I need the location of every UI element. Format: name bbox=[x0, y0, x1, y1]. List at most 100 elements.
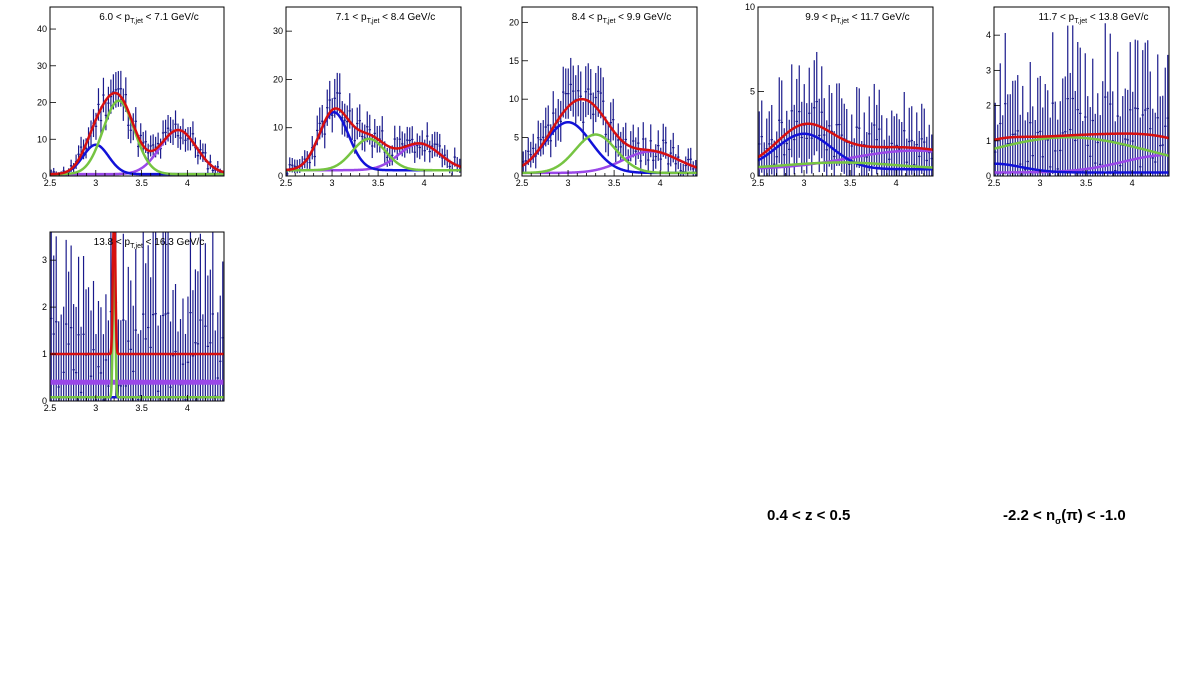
panel-4: 2.5 3 3.5 4 0 5 10 9.9 < pT,jet < 11.7 GeV/c bbox=[745, 2, 934, 188]
axes-frame bbox=[285, 6, 462, 177]
plot-area bbox=[50, 232, 224, 401]
data-point bbox=[1079, 47, 1082, 176]
data-point bbox=[356, 107, 359, 140]
y-tick-label: 30 bbox=[37, 61, 47, 71]
total-fit-curve bbox=[50, 91, 224, 176]
purple-component-curve bbox=[994, 153, 1169, 174]
data-point bbox=[186, 127, 190, 151]
blue-component-curve bbox=[994, 162, 1169, 174]
x-tick-label: 3 bbox=[330, 178, 335, 188]
green-component-curve bbox=[286, 137, 461, 172]
data-point bbox=[1066, 25, 1069, 172]
x-tick-label: 4 bbox=[422, 178, 427, 188]
data-point bbox=[199, 233, 202, 401]
data-point bbox=[880, 115, 883, 176]
data-point bbox=[682, 164, 685, 176]
data-point bbox=[174, 110, 177, 139]
x-tick-label: 3.5 bbox=[844, 178, 857, 188]
x-tick-label: 2.5 bbox=[280, 178, 293, 188]
data-point bbox=[69, 245, 73, 401]
total-fit-curve bbox=[994, 132, 1169, 142]
data-point bbox=[169, 321, 172, 401]
plot-area bbox=[994, 23, 1169, 176]
data-point bbox=[589, 69, 592, 120]
data-point bbox=[1081, 120, 1084, 176]
data-points bbox=[50, 70, 224, 176]
data-point bbox=[142, 232, 145, 401]
data-point bbox=[1109, 33, 1112, 175]
data-point bbox=[159, 315, 162, 401]
y-tick-label: 3 bbox=[42, 255, 47, 265]
data-point bbox=[684, 156, 687, 175]
data-point bbox=[820, 66, 823, 159]
data-point bbox=[770, 104, 773, 175]
data-point bbox=[579, 71, 582, 121]
y-tick-label: 2 bbox=[986, 101, 991, 111]
y-tick-label: 1 bbox=[986, 136, 991, 146]
data-point bbox=[1091, 58, 1094, 176]
x-tick-label: 4 bbox=[658, 178, 663, 188]
data-point bbox=[878, 89, 881, 169]
data-point bbox=[1144, 42, 1147, 176]
plot-area bbox=[50, 70, 224, 176]
data-point bbox=[1089, 107, 1092, 176]
data-point bbox=[206, 163, 210, 174]
data-point bbox=[55, 236, 58, 401]
data-point bbox=[1021, 85, 1024, 176]
data-point bbox=[572, 65, 575, 117]
data-point bbox=[790, 64, 793, 158]
x-tick-label: 3 bbox=[1038, 178, 1043, 188]
y-tick-label: 20 bbox=[509, 17, 519, 27]
y-tick-label: 10 bbox=[509, 94, 519, 104]
data-point bbox=[1046, 90, 1049, 176]
data-point bbox=[151, 232, 155, 401]
x-tick-label: 3 bbox=[802, 178, 807, 188]
y-tick-label: 0 bbox=[750, 171, 755, 181]
data-point bbox=[176, 331, 180, 401]
panel-title: 8.4 < pT,jet < 9.9 GeV/c bbox=[572, 12, 672, 25]
data-point bbox=[331, 98, 334, 133]
data-point bbox=[594, 72, 597, 123]
data-point bbox=[823, 98, 826, 172]
data-point bbox=[1004, 33, 1007, 175]
data-point bbox=[164, 232, 167, 401]
data-point bbox=[219, 295, 222, 401]
y-tick-label: 5 bbox=[750, 87, 755, 97]
data-point bbox=[127, 266, 130, 401]
x-tick-label: 3.5 bbox=[135, 403, 148, 413]
total-fit-curve bbox=[50, 232, 224, 356]
y-tick-label: 10 bbox=[273, 123, 283, 133]
data-point bbox=[793, 104, 796, 175]
data-point bbox=[903, 91, 906, 170]
data-points bbox=[994, 23, 1169, 176]
data-point bbox=[624, 122, 627, 157]
data-point bbox=[1154, 112, 1157, 176]
data-point bbox=[577, 65, 580, 117]
x-tick-label: 3.5 bbox=[608, 178, 621, 188]
data-point bbox=[211, 232, 215, 401]
total-fit-curve bbox=[522, 97, 697, 169]
data-point bbox=[156, 325, 160, 401]
x-tick-label: 3.5 bbox=[1080, 178, 1093, 188]
data-point bbox=[1119, 116, 1122, 176]
data-point bbox=[778, 77, 781, 164]
y-tick-label: 2 bbox=[42, 302, 47, 312]
data-point bbox=[780, 80, 783, 165]
data-point bbox=[798, 65, 801, 158]
data-point bbox=[209, 269, 212, 401]
data-point bbox=[122, 233, 125, 401]
data-point bbox=[654, 144, 657, 169]
data-point bbox=[810, 102, 813, 174]
data-point bbox=[855, 87, 858, 168]
data-point bbox=[1036, 77, 1039, 176]
data-point bbox=[371, 133, 374, 159]
data-point bbox=[689, 147, 692, 171]
x-tick-label: 2.5 bbox=[516, 178, 529, 188]
data-point bbox=[1151, 108, 1154, 176]
data-point bbox=[1116, 51, 1119, 176]
data-point bbox=[343, 103, 346, 137]
data-point bbox=[204, 243, 207, 401]
z-range-caption: 0.4 < z < 0.5 bbox=[767, 507, 850, 524]
data-point bbox=[89, 310, 93, 401]
data-point bbox=[669, 139, 672, 167]
